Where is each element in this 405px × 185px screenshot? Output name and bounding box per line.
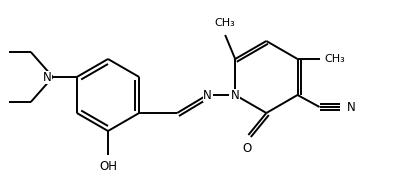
Text: N: N <box>347 100 355 114</box>
Text: CH₃: CH₃ <box>324 54 345 64</box>
Text: N: N <box>43 70 52 83</box>
Text: N: N <box>203 88 211 102</box>
Text: CH₃: CH₃ <box>215 18 236 28</box>
Text: N: N <box>231 88 239 102</box>
Text: O: O <box>243 142 252 155</box>
Text: OH: OH <box>99 160 117 173</box>
